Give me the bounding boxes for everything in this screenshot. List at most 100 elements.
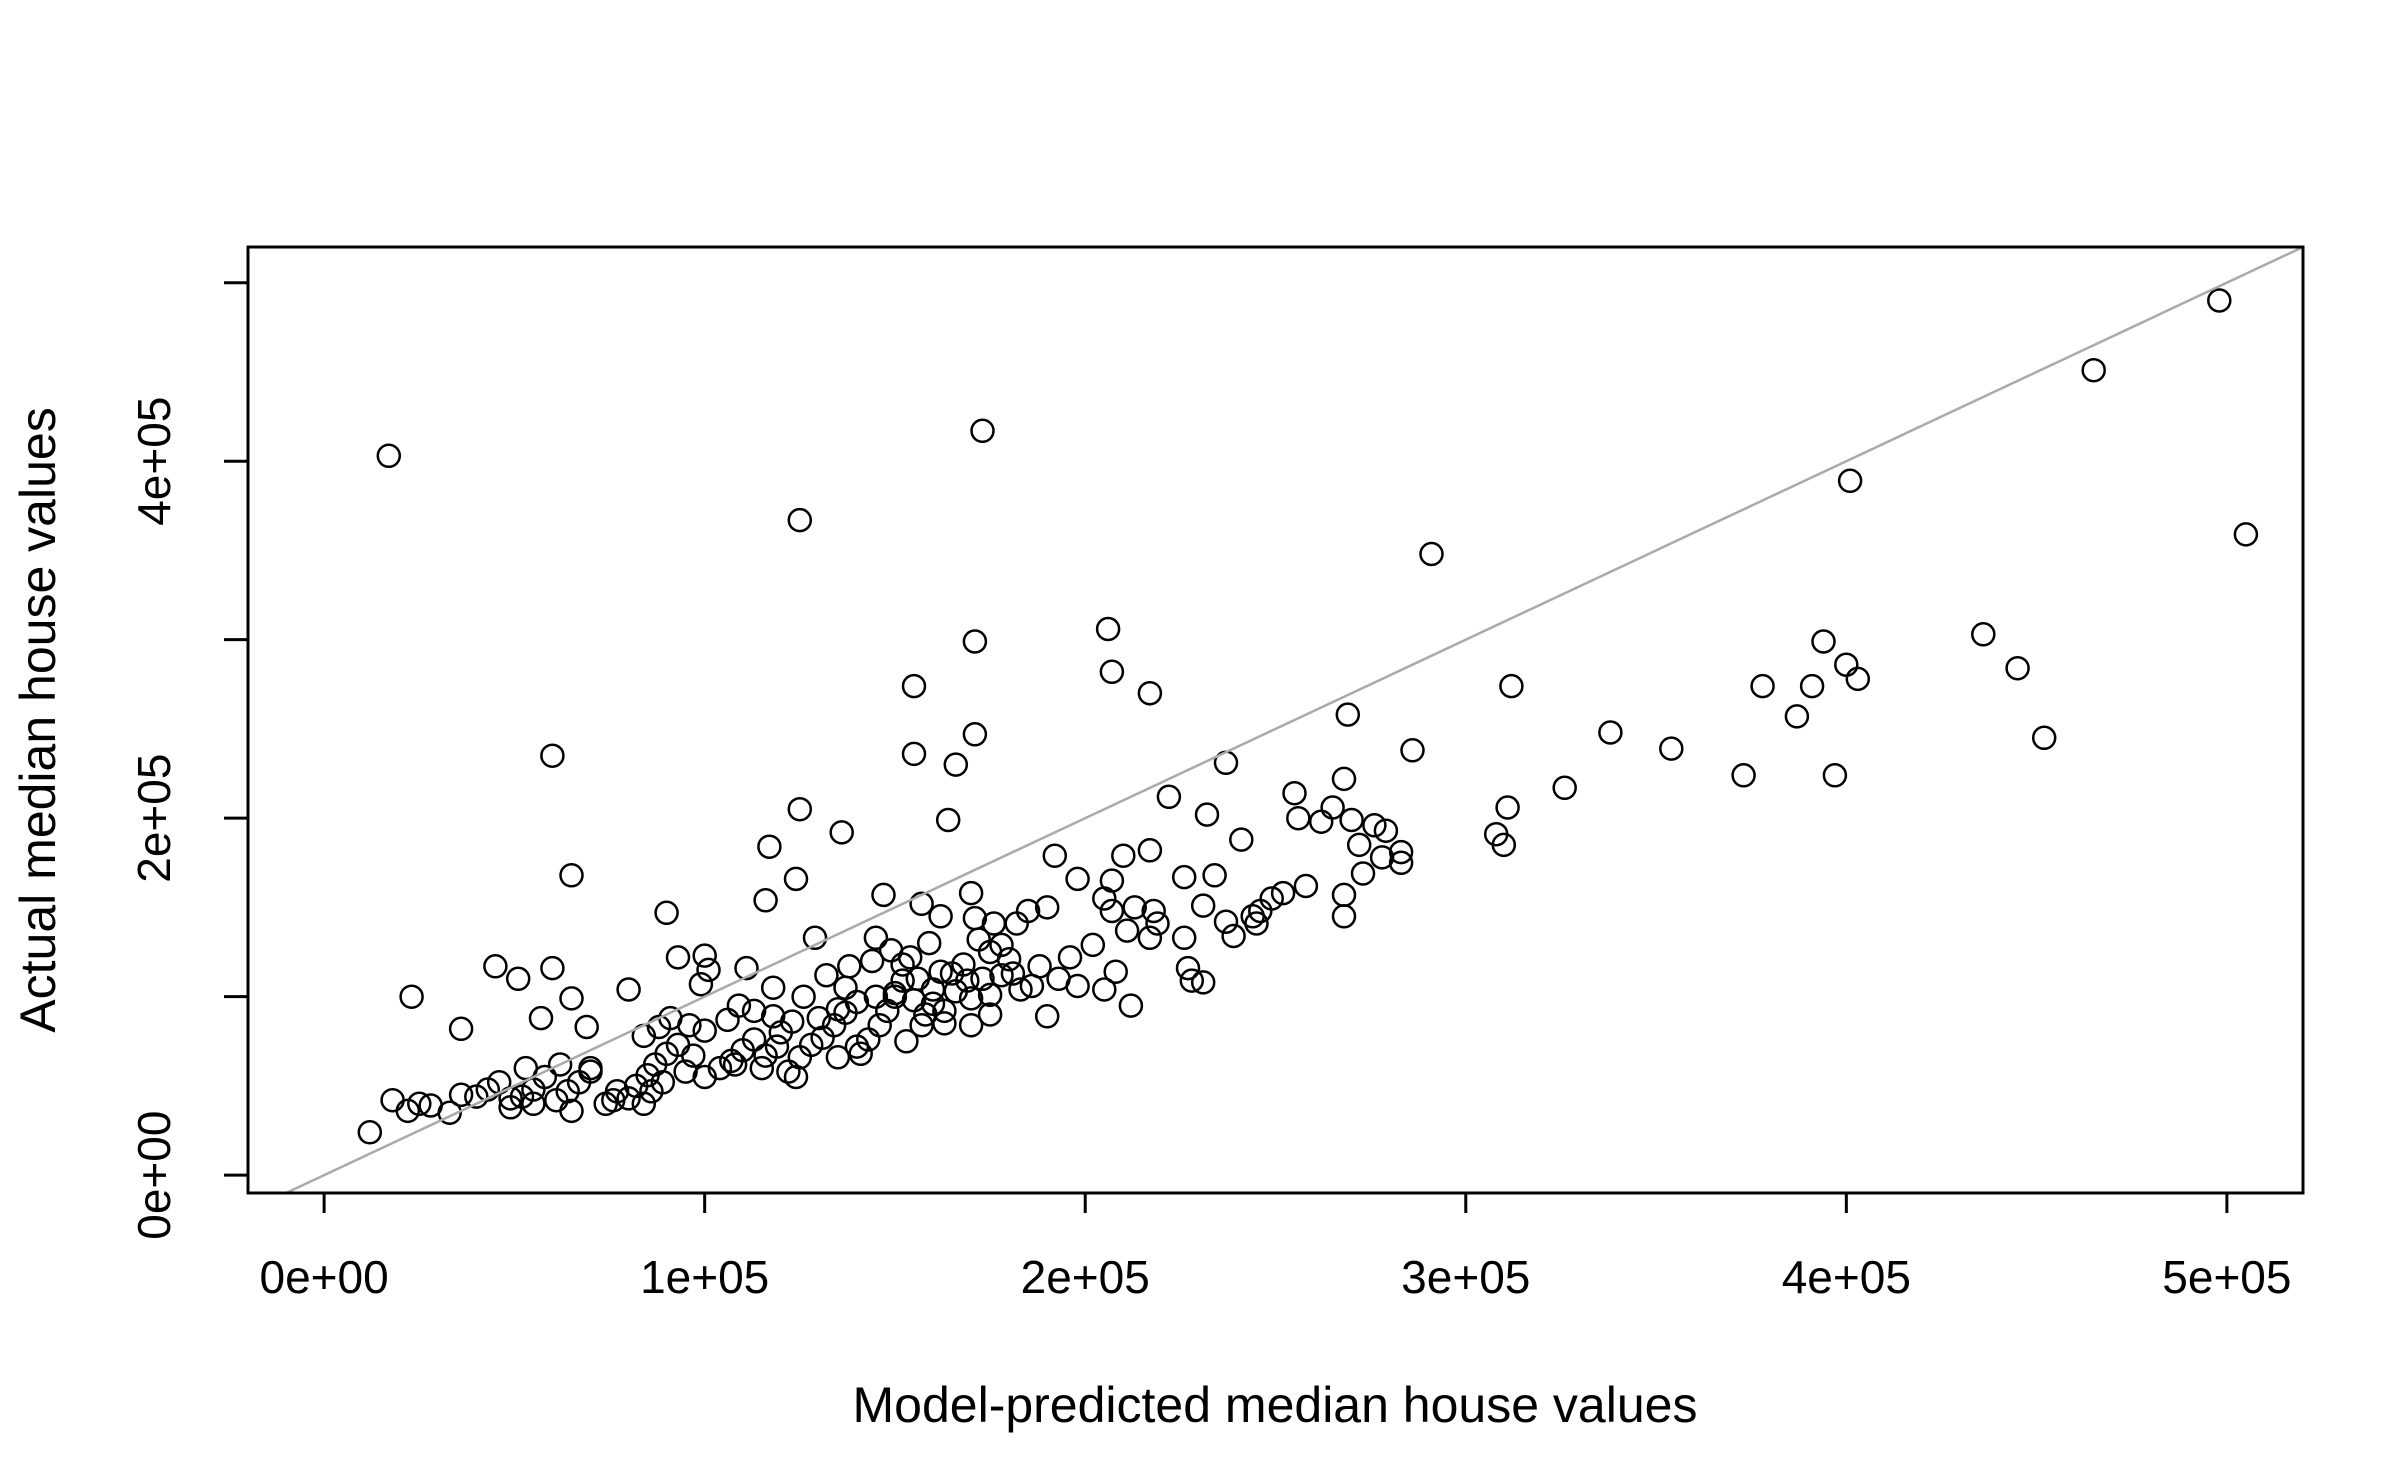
data-point <box>1111 843 1136 868</box>
data-point <box>665 945 691 970</box>
data-point <box>783 1064 809 1090</box>
data-point <box>464 1084 489 1109</box>
data-point <box>688 971 714 997</box>
data-point <box>1042 843 1068 868</box>
data-point <box>722 1052 748 1077</box>
data-point <box>996 946 1022 972</box>
data-point <box>1099 659 1125 685</box>
data-point <box>905 966 931 992</box>
data-point <box>760 1004 786 1029</box>
data-point <box>787 1045 813 1070</box>
data-point <box>1331 904 1357 929</box>
data-point <box>1103 959 1128 984</box>
data-point <box>1213 909 1239 934</box>
data-point <box>726 993 752 1018</box>
data-point <box>837 954 862 979</box>
data-point <box>863 984 889 1009</box>
data-point <box>1731 763 1756 788</box>
data-point <box>897 945 923 970</box>
data-point <box>559 1098 584 1124</box>
data-point <box>505 966 531 992</box>
data-point <box>1350 861 1376 886</box>
data-point <box>673 1059 698 1084</box>
data-point <box>871 882 896 908</box>
data-point <box>859 948 885 974</box>
data-point <box>1293 873 1319 899</box>
data-point <box>1822 763 1848 788</box>
data-point <box>935 807 961 833</box>
data-point <box>802 925 828 951</box>
data-points <box>357 288 2259 1145</box>
data-point <box>741 998 767 1024</box>
data-point <box>901 741 927 767</box>
data-point <box>1156 784 1182 810</box>
data-point <box>970 966 995 992</box>
data-point <box>776 1059 801 1084</box>
data-point <box>958 1012 984 1038</box>
data-point <box>399 984 424 1009</box>
data-point <box>1137 925 1163 951</box>
x-tick-label: 2e+05 <box>1021 1251 1150 1303</box>
data-point <box>844 989 870 1015</box>
data-point <box>890 952 915 977</box>
data-point <box>1092 977 1117 1002</box>
data-point <box>1141 898 1166 924</box>
data-point <box>932 1011 957 1036</box>
data-point <box>380 1087 405 1113</box>
data-point <box>574 1014 599 1040</box>
data-point <box>1171 864 1197 890</box>
data-point <box>928 904 953 929</box>
data-point <box>753 888 778 913</box>
data-point <box>962 629 988 654</box>
y-axis: 0e+00 2e+05 4e+05 <box>128 281 248 1240</box>
data-point <box>1346 832 1372 858</box>
plot-frame <box>246 245 2305 1195</box>
data-point <box>1057 945 1083 970</box>
data-point <box>943 752 969 777</box>
data-point <box>616 977 641 1002</box>
data-point <box>1282 780 1307 806</box>
data-point <box>1221 923 1246 949</box>
data-point <box>962 722 988 747</box>
data-point <box>901 673 927 699</box>
data-point <box>521 1091 546 1117</box>
data-point <box>1598 720 1623 745</box>
x-tick-label: 1e+05 <box>640 1251 769 1303</box>
data-point <box>540 743 565 768</box>
data-point <box>783 866 809 892</box>
x-tick-label: 0e+00 <box>260 1251 389 1303</box>
data-point <box>1552 775 1577 801</box>
data-point <box>547 1052 573 1077</box>
data-point <box>760 975 786 1000</box>
data-point <box>2031 725 2057 751</box>
x-axis: 0e+00 1e+05 2e+05 3e+05 4e+05 5e+05 <box>260 1193 2291 1303</box>
data-point <box>1784 704 1810 729</box>
data-point <box>1388 839 1414 865</box>
data-point <box>1259 886 1284 911</box>
data-point <box>989 962 1014 988</box>
data-point <box>418 1093 443 1118</box>
data-point <box>1286 805 1311 831</box>
data-point <box>1092 886 1117 911</box>
data-point <box>734 955 759 981</box>
data-point <box>787 796 813 822</box>
data-point <box>962 905 988 931</box>
data-point <box>863 925 889 951</box>
data-point <box>1099 898 1125 924</box>
data-point <box>833 975 858 1000</box>
data-point <box>1175 955 1201 981</box>
data-point <box>916 930 942 956</box>
data-point <box>1369 845 1395 870</box>
data-point <box>1122 895 1147 920</box>
data-point <box>1065 973 1090 999</box>
data-point <box>1145 911 1170 936</box>
data-point <box>2005 655 2030 681</box>
data-point <box>753 1043 778 1068</box>
data-point <box>1065 866 1090 892</box>
data-point <box>1240 904 1265 929</box>
data-point <box>1971 622 1996 647</box>
data-point <box>1202 863 1227 888</box>
data-point <box>513 1055 539 1081</box>
data-point <box>696 957 721 983</box>
data-point <box>757 834 782 859</box>
